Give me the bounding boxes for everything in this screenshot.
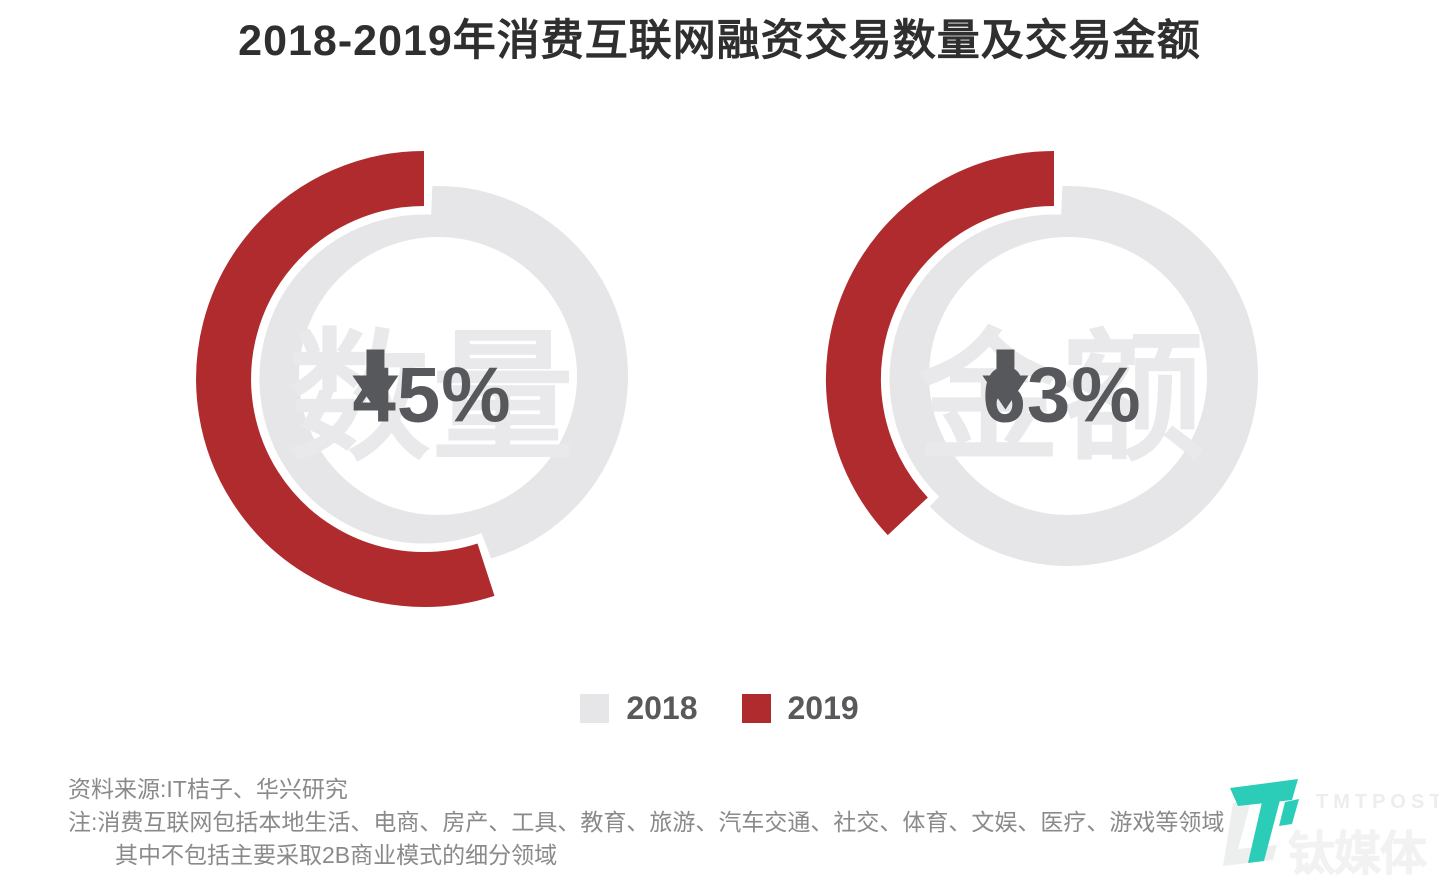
legend-label-2018: 2018 (626, 690, 698, 726)
legend-item-2018: 2018 (580, 690, 698, 727)
legend-swatch-2018 (580, 694, 610, 723)
donut-value: 45% (352, 349, 511, 441)
tmtpost-logo-icon (1223, 779, 1299, 866)
donut-watermark-label: 金额 (918, 319, 1206, 478)
donut-rings-svg (822, 148, 1258, 566)
down-arrow-icon (352, 349, 399, 410)
ring-2018 (248, 186, 628, 566)
tmtpost-brand-cn: 钛媒体 (1288, 827, 1427, 880)
legend: 2018 2019 (0, 690, 1439, 727)
down-arrow-icon (982, 349, 1029, 410)
tmtpost-wordmark: TMTPOST (1316, 791, 1439, 813)
note-line-2: 其中不包括主要采取2B商业模式的细分领域 (115, 842, 558, 868)
donut-rings-svg (192, 148, 628, 616)
source-line: 资料来源:IT桔子、华兴研究 (68, 776, 348, 802)
donut-chart-quantity: 数量 45% (192, 148, 662, 618)
donut-chart-amount: 金额 63% (822, 148, 1292, 618)
donut-watermark-label: 数量 (288, 319, 576, 478)
donut-value: 63% (982, 349, 1141, 441)
tmtpost-watermark: TMTPOST 钛媒体 (1222, 757, 1439, 884)
chart-title: 2018-2019年消费互联网融资交易数量及交易金额 (238, 17, 1201, 65)
ring-2018 (878, 186, 1258, 566)
legend-item-2019: 2019 (741, 690, 859, 727)
arc-2019 (196, 151, 495, 607)
arc-2019 (825, 151, 1055, 536)
note-line-1: 注:消费互联网包括本地生活、电商、房产、工具、教育、旅游、汽车交通、社交、体育、… (68, 809, 1225, 835)
legend-label-2019: 2019 (787, 690, 859, 726)
footnotes: 资料来源:IT桔子、华兴研究 注:消费互联网包括本地生活、电商、房产、工具、教育… (68, 773, 1408, 872)
legend-swatch-2019 (741, 694, 771, 723)
